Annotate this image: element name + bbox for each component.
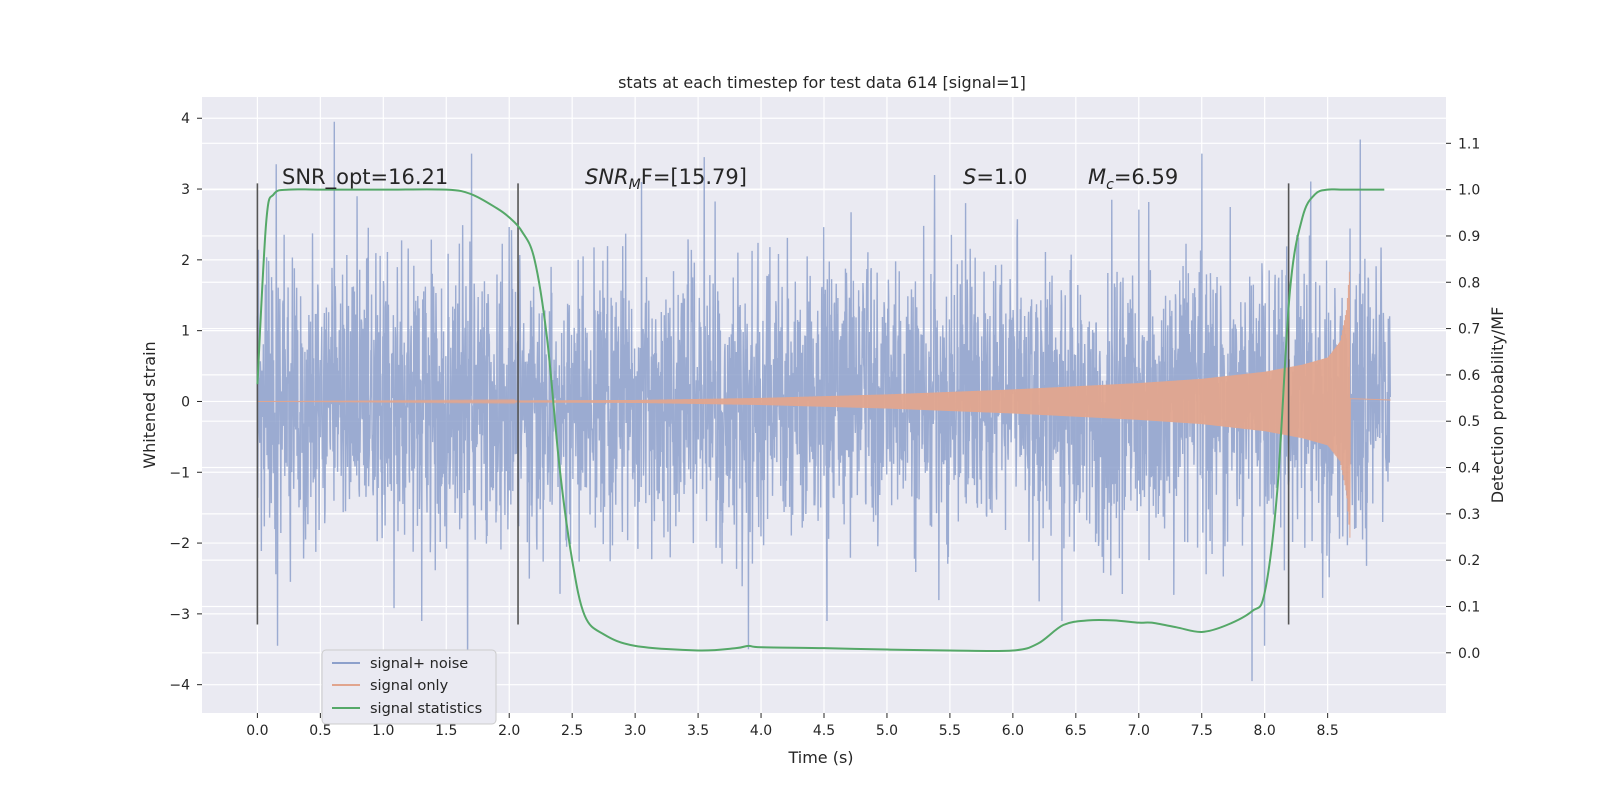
y-right-tick-label-4: 0.7 (1458, 322, 1480, 338)
legend-label-signal-statistics: signal statistics (370, 701, 482, 717)
y-left-tick-label-3: 1 (181, 324, 190, 340)
annotation-mc-rest: =6.59 (1114, 165, 1178, 189)
x-tick-label-4: 2.0 (498, 723, 520, 739)
y-left-tick-label-8: −4 (169, 678, 190, 694)
annotation-snr-opt: SNR_opt=16.21 (282, 165, 448, 190)
x-tick-label-13: 6.5 (1065, 723, 1087, 739)
y-left-tick-label-2: 2 (181, 253, 190, 269)
x-tick-label-9: 4.5 (813, 723, 835, 739)
annotation-snr-mf-sub: M (629, 177, 641, 193)
y-left-tick-label-6: −2 (169, 536, 190, 552)
x-tick-label-16: 8.0 (1254, 723, 1276, 739)
y-right-tick-label-10: 0.1 (1458, 599, 1480, 615)
y-right-tick-label-0: 1.1 (1458, 136, 1480, 152)
annotation-snr-mf-rest: F=[15.79] (641, 165, 747, 189)
signal-only-series (257, 271, 1391, 538)
y-right-tick-label-8: 0.3 (1458, 507, 1480, 523)
vertical-markers (256, 183, 1290, 625)
x-axis-ticks: 0.0 0.5 1.0 1.5 2.0 2.5 3.0 3.5 4.0 4.5 5.0 5.5 6.0 6… (246, 713, 1339, 739)
x-tick-label-7: 3.5 (687, 723, 709, 739)
x-tick-label-6: 3.0 (624, 723, 646, 739)
annotation-mc-name: M (1088, 165, 1106, 189)
y-left-tick-label-7: −3 (169, 607, 190, 623)
x-tick-label-15: 7.5 (1191, 723, 1213, 739)
y-right-axis-label: Detection probability/MF (1488, 307, 1507, 504)
annotation-s-name: S (963, 165, 976, 189)
signal-statistics-line (256, 188, 1385, 653)
x-tick-label-2: 1.0 (372, 723, 394, 739)
x-tick-label-10: 5.0 (876, 723, 898, 739)
y-left-tick-label-1: 3 (181, 182, 190, 198)
x-tick-label-0: 0.0 (246, 723, 268, 739)
y-right-tick-label-2: 0.9 (1458, 229, 1480, 245)
annotation-s: S=1.0 (963, 165, 1027, 189)
x-axis-label: Time (s) (787, 748, 853, 767)
x-tick-label-5: 2.5 (561, 723, 583, 739)
x-tick-label-17: 8.5 (1317, 723, 1339, 739)
x-tick-label-14: 7.0 (1128, 723, 1150, 739)
x-tick-label-1: 0.5 (309, 723, 331, 739)
y-right-tick-label-7: 0.4 (1458, 461, 1480, 477)
signal-statistics-series (256, 188, 1385, 653)
annotation-s-rest: =1.0 (976, 165, 1027, 189)
y-left-tick-label-5: −1 (169, 465, 190, 481)
y-right-axis-ticks: 1.1 1.0 0.9 0.8 0.7 0.6 0.5 0.4 0.3 0.2 0.1 0.0 (1446, 136, 1480, 662)
x-tick-label-11: 5.5 (939, 723, 961, 739)
annotation-mc: Mc=6.59 (1088, 165, 1178, 193)
legend-frame (321, 649, 497, 725)
x-tick-label-12: 6.0 (1002, 723, 1024, 739)
annotation-snr-mf: SNRMF=[15.79] (585, 165, 747, 193)
y-right-tick-label-9: 0.2 (1458, 553, 1480, 569)
signal-only-line (257, 271, 1391, 538)
legend: signal+ noise signal only signal statist… (321, 649, 497, 725)
y-left-axis-ticks: 4 3 2 1 0 −1 −2 −3 −4 (169, 111, 202, 694)
annotation-mc-sub: c (1106, 177, 1114, 193)
legend-label-signal-noise: signal+ noise (370, 656, 468, 672)
y-right-tick-label-11: 0.0 (1458, 646, 1480, 662)
y-left-axis-label: Whitened strain (140, 341, 159, 468)
legend-label-signal-only: signal only (370, 678, 449, 694)
y-right-tick-label-6: 0.5 (1458, 414, 1480, 430)
x-tick-label-8: 4.0 (750, 723, 772, 739)
annotation-snr-mf-name: SNR (585, 165, 629, 189)
y-right-tick-label-5: 0.6 (1458, 368, 1480, 384)
chart-title: stats at each timestep for test data 614… (618, 73, 1026, 92)
y-left-tick-label-0: 4 (181, 111, 190, 127)
y-right-tick-label-3: 0.8 (1458, 275, 1480, 291)
y-left-tick-label-4: 0 (181, 394, 190, 410)
y-right-tick-label-1: 1.0 (1458, 183, 1480, 199)
x-tick-label-3: 1.5 (435, 723, 457, 739)
